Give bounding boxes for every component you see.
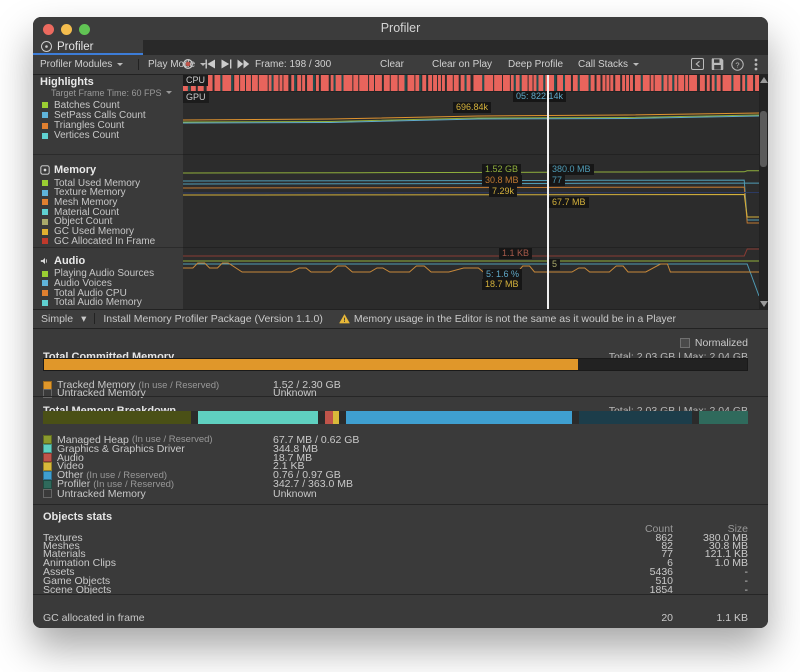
svg-text:?: ?	[735, 60, 739, 69]
